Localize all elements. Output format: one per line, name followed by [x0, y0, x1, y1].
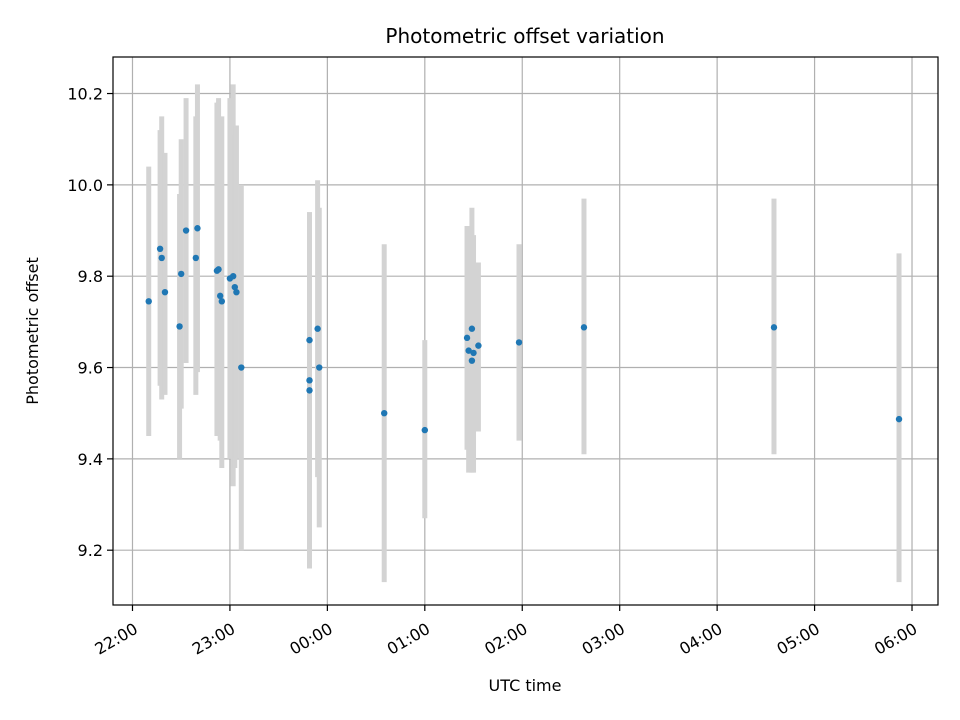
x-axis-label: UTC time [489, 676, 562, 695]
data-point [468, 325, 476, 332]
plot-frame [112, 56, 939, 606]
grid [113, 57, 938, 605]
data-point [231, 283, 239, 291]
data-point [475, 342, 482, 349]
data-point [381, 410, 388, 417]
data-point [306, 387, 313, 394]
data-point [238, 364, 245, 371]
y-tick-label: 9.6 [78, 359, 103, 378]
data-point [421, 426, 429, 434]
data-point [895, 415, 903, 423]
y-tick-label: 9.8 [78, 267, 103, 286]
y-tick-label: 9.4 [78, 450, 103, 469]
data-point [470, 349, 477, 357]
data-point [463, 334, 471, 342]
data-point [161, 288, 169, 296]
data-point [218, 298, 226, 305]
y-axis-ticks: 9.2 9.4 9.6 9.8 10.0 10.2 [67, 85, 113, 560]
y-tick-label: 10.2 [67, 85, 103, 104]
data-point [306, 377, 313, 384]
data-point [314, 325, 321, 332]
data-point [233, 288, 240, 296]
data-point [192, 254, 200, 262]
data-point [465, 347, 472, 354]
data-point [306, 336, 313, 344]
data-point [515, 339, 523, 346]
data-point [145, 298, 152, 305]
data-point [216, 292, 224, 300]
y-tick-label: 10.0 [67, 176, 103, 195]
data-point [580, 324, 588, 331]
data-point [215, 266, 222, 273]
data-point [178, 270, 185, 278]
data-point [229, 273, 237, 280]
y-axis-label: Photometric offset [23, 257, 42, 405]
data-points [145, 225, 903, 434]
data-point [194, 225, 201, 232]
chart-title: Photometric offset variation [385, 24, 664, 48]
data-point [158, 254, 165, 262]
data-point [156, 245, 164, 252]
data-point [468, 357, 476, 364]
data-point [316, 364, 323, 371]
data-point [182, 227, 190, 234]
y-tick-label: 9.2 [78, 541, 103, 560]
data-point [176, 323, 183, 330]
data-point [770, 324, 778, 331]
